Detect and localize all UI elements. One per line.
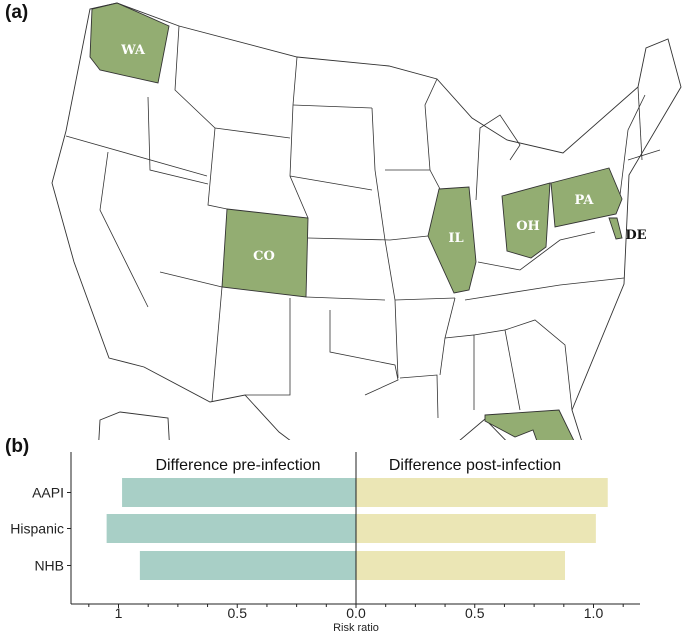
panel-b-label: (b) [5,436,30,457]
state-label-pa: PA [575,193,595,208]
us-map: WA CO IL OH PA DE FL [51,2,682,440]
panel-a-label: (a) [5,2,29,23]
us-outline [51,2,682,440]
state-label-co: CO [253,249,275,264]
state-wa [89,2,170,84]
state-label-wa: WA [120,43,146,58]
state-label-oh: OH [516,219,540,234]
bar-aapi-post [356,478,608,507]
x-tick-label-right: 0.0 [346,605,366,621]
bar-nhb-pre [139,551,356,580]
state-fl [484,409,575,440]
x-tick-label-left: 1 [115,605,123,621]
x-tick-label-right: 0.5 [465,605,485,621]
x-tick-label-right: 1.0 [584,605,604,621]
state-label-il: IL [448,231,463,246]
bar-hispanic-pre [106,514,356,543]
y-tick-label-aapi: AAPI [32,485,64,501]
series-heading-post: Difference post-infection [389,457,561,474]
bar-aapi-pre [122,478,356,507]
state-co [221,208,309,298]
state-borders [65,25,661,419]
state-de [608,217,623,240]
state-il [427,186,477,294]
bar-hispanic-post [356,514,596,543]
bar-nhb-post [356,551,565,580]
state-pa [550,167,623,228]
x-tick-label-left: 0.5 [228,605,248,621]
series-heading-pre: Difference pre-infection [155,457,320,474]
x-axis-label: Risk ratio [333,622,379,633]
y-tick-label-nhb: NHB [34,558,64,574]
state-label-de: DE [625,228,646,243]
state-oh [501,182,551,259]
y-tick-label-hispanic: Hispanic [10,521,64,537]
alaska [98,411,170,440]
